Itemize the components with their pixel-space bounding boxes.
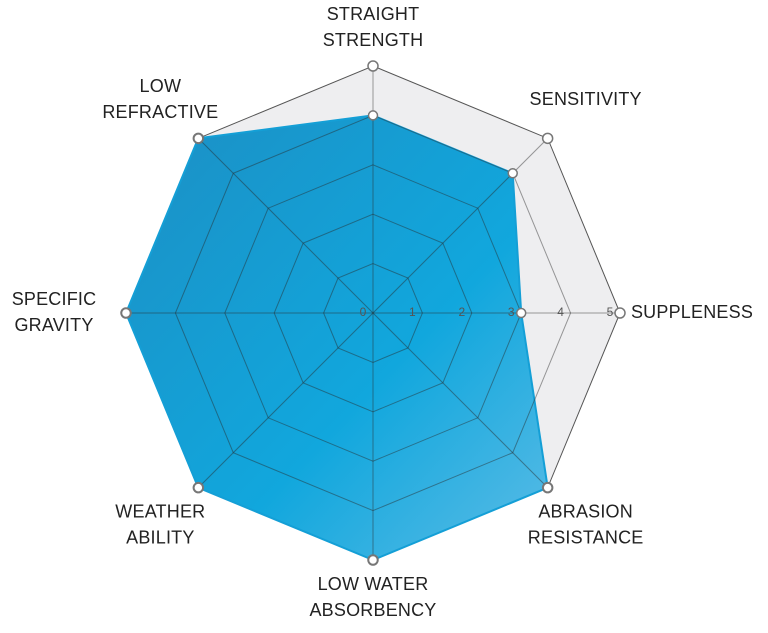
data-point (120, 307, 132, 319)
r-tick-label: 4 (557, 305, 564, 319)
category-label: LOW WATER (318, 574, 429, 594)
category-label: ABILITY (126, 527, 194, 547)
grid-ring (323, 263, 423, 363)
grid-spoke (372, 137, 549, 314)
data-point (367, 110, 379, 121)
r-tick-label: 0 (360, 305, 367, 319)
category-label: ABRASION (538, 501, 633, 521)
axis-end-marker (367, 60, 379, 72)
category-label: SPECIFIC (12, 289, 97, 309)
category-label: STRENGTH (323, 30, 424, 50)
r-tick-label: 3 (508, 305, 515, 319)
data-point (515, 307, 527, 319)
category-label: LOW (140, 76, 182, 96)
r-tick-label: 1 (409, 305, 416, 319)
category-label: WEATHER (115, 501, 205, 521)
category-label: GRAVITY (14, 315, 93, 335)
data-area (125, 114, 549, 561)
grid-spoke (197, 312, 374, 489)
grid-spoke (197, 137, 374, 314)
data-point (507, 168, 518, 179)
data-point (193, 133, 204, 144)
data-point (367, 554, 379, 566)
grid-ring (273, 213, 473, 413)
category-label: REFRACTIVE (102, 102, 218, 122)
data-point (193, 482, 204, 493)
grid-ring (224, 164, 522, 462)
r-tick-label: 2 (458, 305, 465, 319)
data-point (542, 482, 553, 493)
category-label: SENSITIVITY (530, 89, 642, 109)
axis-end-marker (614, 307, 626, 319)
r-tick-label: 5 (607, 305, 614, 319)
grid-spoke (372, 312, 549, 489)
axis-end-marker (541, 132, 554, 145)
category-label: SUPPLENESS (631, 302, 753, 322)
grid-ring (174, 114, 572, 512)
category-label: RESISTANCE (528, 527, 644, 547)
category-label: STRAIGHT (327, 4, 420, 24)
category-label: ABSORBENCY (309, 600, 436, 620)
